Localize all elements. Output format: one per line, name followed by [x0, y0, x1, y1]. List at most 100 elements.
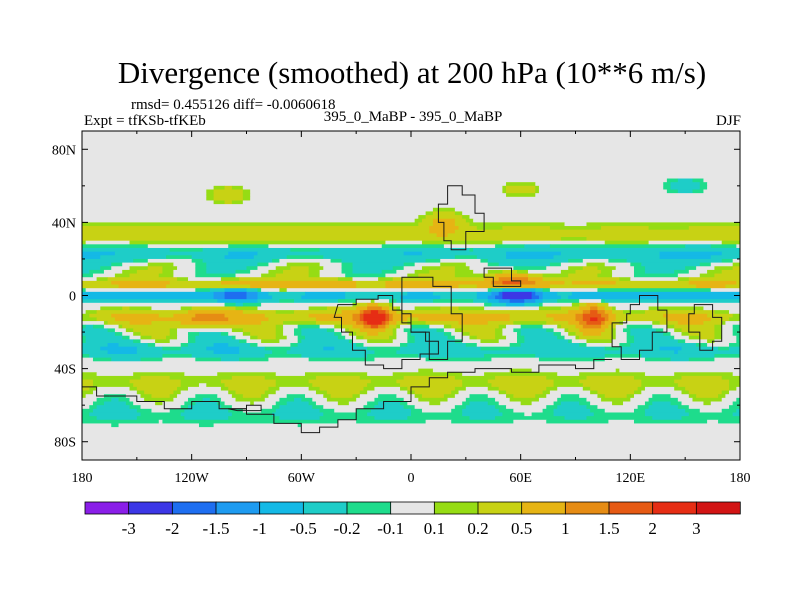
field-cell — [535, 182, 664, 187]
field-cell — [575, 317, 584, 322]
field-cell — [180, 306, 193, 311]
field-cell — [202, 258, 273, 263]
field-cell — [535, 394, 547, 399]
field-cell — [546, 419, 609, 424]
field-cell — [136, 350, 214, 355]
field-cell — [82, 375, 141, 380]
field-cell — [96, 397, 112, 402]
field-cell — [579, 328, 606, 333]
field-cell — [122, 335, 130, 340]
colorbar-label: 1.5 — [598, 519, 619, 538]
field-cell — [82, 255, 101, 260]
field-cell — [220, 386, 229, 391]
field-cell — [82, 163, 741, 168]
field-cell — [363, 317, 386, 322]
divergence-field — [82, 131, 741, 461]
field-cell — [239, 277, 339, 282]
field-cell — [162, 419, 339, 424]
coastline — [109, 359, 613, 434]
field-cell — [82, 332, 116, 337]
field-cell — [315, 375, 361, 380]
field-cell — [736, 386, 741, 391]
field-cell — [345, 335, 357, 340]
field-cell — [692, 178, 704, 183]
field-cell — [118, 284, 167, 289]
field-cell — [184, 416, 229, 421]
field-cell — [619, 368, 741, 373]
field-cell — [403, 405, 416, 410]
field-cell — [411, 324, 430, 329]
field-cell — [484, 273, 496, 278]
field-cell — [440, 306, 459, 311]
field-cell — [359, 328, 386, 333]
field-cell — [151, 306, 182, 311]
field-cell — [239, 346, 266, 351]
field-cell — [495, 335, 507, 340]
field-cell — [677, 339, 686, 344]
field-cell — [82, 229, 430, 234]
field-cell — [129, 386, 138, 391]
field-cell — [275, 401, 288, 406]
field-cell — [502, 412, 525, 417]
field-cell — [356, 419, 427, 424]
field-cell — [633, 269, 646, 274]
field-cell — [242, 196, 251, 201]
field-cell — [601, 313, 609, 318]
field-cell — [721, 321, 726, 326]
field-cell — [308, 273, 321, 278]
field-cell — [418, 397, 448, 402]
field-cell — [542, 299, 558, 304]
field-cell — [133, 332, 141, 337]
field-cell — [337, 299, 357, 304]
field-cell — [367, 412, 412, 417]
field-cell — [495, 332, 503, 337]
field-cell — [188, 386, 222, 391]
field-cell — [451, 324, 500, 329]
field-cell — [432, 291, 478, 296]
field-cell — [502, 332, 518, 337]
field-cell — [180, 383, 200, 388]
field-cell — [487, 321, 514, 326]
field-cell — [147, 244, 229, 249]
field-cell — [268, 291, 306, 296]
field-cell — [275, 328, 284, 333]
field-cell — [677, 397, 693, 402]
field-cell — [418, 317, 511, 322]
field-cell — [601, 397, 631, 402]
field-cell — [177, 277, 189, 282]
field-cell — [604, 328, 613, 333]
field-cell — [542, 273, 569, 278]
field-cell — [579, 299, 602, 304]
field-cell — [546, 405, 558, 410]
field-cell — [82, 339, 87, 344]
field-cell — [235, 269, 251, 274]
field-cell — [290, 343, 299, 348]
field-cell — [308, 269, 321, 274]
field-cell — [714, 339, 737, 344]
field-cell — [147, 262, 174, 267]
field-cell — [633, 408, 646, 413]
field-cell — [381, 321, 386, 326]
field-cell — [721, 240, 741, 245]
field-cell — [96, 310, 189, 315]
field-cell — [129, 240, 386, 245]
field-cell — [352, 317, 361, 322]
field-cell — [590, 306, 598, 311]
field-cell — [597, 266, 617, 271]
field-cell — [82, 218, 416, 223]
field-cell — [257, 295, 273, 300]
field-cell — [82, 383, 94, 388]
field-cell — [396, 335, 408, 340]
x-axis: 180 120W 60W 0 60E 120E 180 — [72, 131, 751, 486]
field-cell — [82, 277, 98, 282]
field-cell — [721, 375, 741, 380]
field-cell — [378, 277, 394, 282]
field-cell — [484, 353, 536, 359]
field-cell — [623, 328, 631, 333]
field-cell — [633, 394, 653, 399]
colorbar-swatch — [608, 501, 654, 515]
field-cell — [82, 441, 741, 446]
field-cell — [294, 328, 302, 333]
field-cell — [184, 408, 229, 413]
field-cell — [564, 335, 576, 340]
